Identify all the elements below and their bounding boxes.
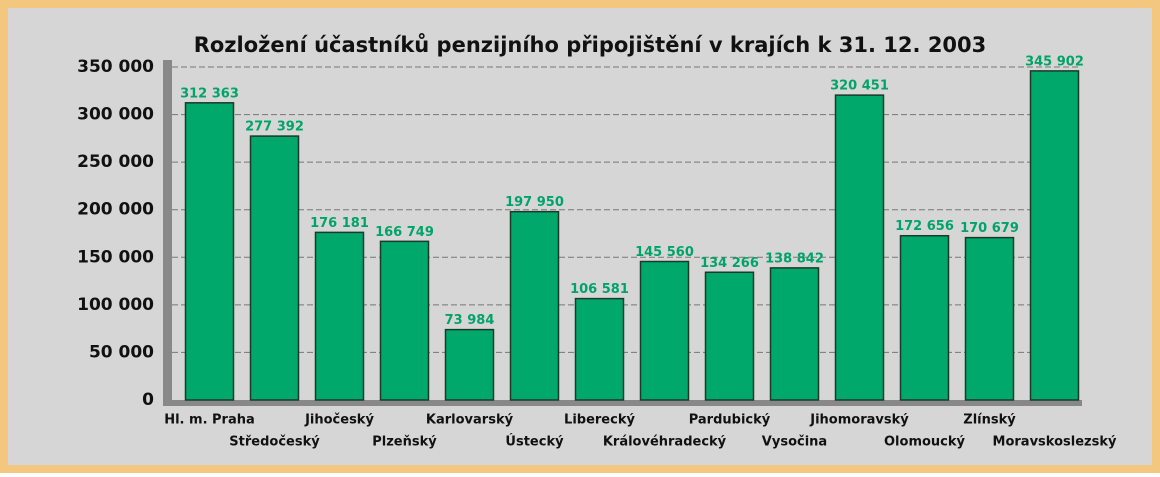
bar [769, 267, 820, 401]
x-tick-label: Liberecký [564, 413, 635, 428]
value-label: 106 581 [570, 282, 629, 297]
x-tick-label: Zlínský [963, 413, 1016, 428]
bar [509, 210, 560, 401]
value-label: 312 363 [180, 86, 239, 101]
bar [379, 240, 430, 401]
y-tick-label: 0 [142, 390, 154, 410]
y-tick-label: 350 000 [77, 57, 154, 77]
bar [184, 102, 235, 401]
y-tick-label: 300 000 [77, 105, 154, 125]
x-tick-label: Královéhradecký [603, 435, 727, 450]
x-tick-label: Karlovarský [426, 413, 514, 428]
bar [314, 231, 365, 401]
bar [704, 271, 755, 401]
value-label: 197 950 [505, 195, 564, 210]
x-tick-label: Hl. m. Praha [164, 413, 255, 428]
value-label: 134 266 [700, 256, 759, 271]
value-label: 138 842 [765, 251, 824, 266]
x-tick-label: Pardubický [689, 413, 771, 428]
bar [249, 135, 300, 401]
value-label: 277 392 [245, 120, 304, 135]
bar [964, 236, 1015, 401]
y-tick-label: 50 000 [89, 342, 154, 362]
x-tick-label: Jihomoravský [809, 413, 909, 428]
x-tick-label: Plzeňský [372, 435, 437, 450]
value-label: 73 984 [445, 313, 495, 328]
value-label: 170 679 [960, 221, 1019, 236]
x-tick-label: Jihočeský [304, 413, 374, 428]
bar [444, 328, 495, 401]
value-label: 145 560 [635, 245, 694, 260]
y-axis [163, 60, 172, 406]
bar [1029, 70, 1080, 401]
x-tick-label: Vysočina [762, 435, 827, 450]
bar [639, 260, 690, 401]
bar [899, 234, 950, 401]
x-axis [163, 400, 1082, 406]
x-tick-label: Moravskoslezský [993, 435, 1117, 450]
x-tick-label: Olomoucký [884, 435, 966, 450]
chart-title: Rozložení účastníků penzijního připojišt… [194, 33, 987, 57]
y-tick-label: 250 000 [77, 152, 154, 172]
value-label: 172 656 [895, 219, 954, 234]
value-label: 320 451 [830, 79, 889, 94]
y-tick-label: 200 000 [77, 200, 154, 220]
x-tick-label: Ústecký [505, 434, 564, 450]
value-label: 345 902 [1025, 54, 1084, 69]
value-label: 176 181 [310, 216, 369, 231]
value-label: 166 749 [375, 225, 434, 240]
y-tick-label: 150 000 [77, 247, 154, 267]
y-tick-label: 100 000 [77, 295, 154, 315]
bar [574, 297, 625, 401]
x-tick-label: Středočeský [229, 435, 320, 450]
bar [834, 94, 885, 401]
